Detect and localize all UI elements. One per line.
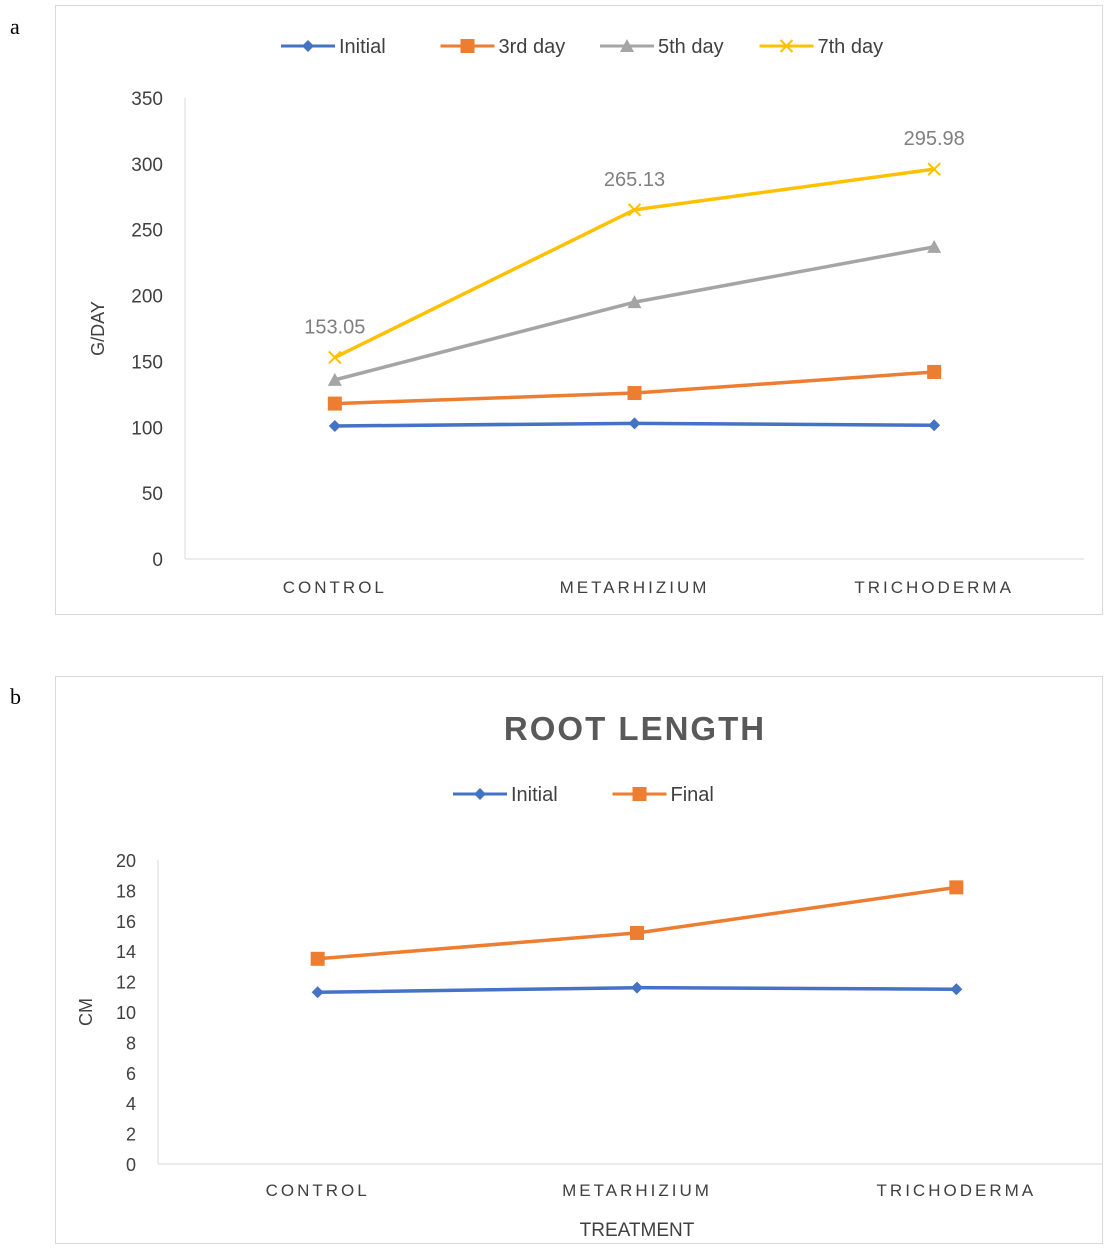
chart-b-legend-item-final: Final <box>612 784 714 806</box>
chart-b-frame: ROOT LENGTH Initial Final 0 2 4 6 8 10 12 14 16 18 20… <box>55 676 1104 1244</box>
chart-b-y-tick-label: 2 <box>126 1125 136 1145</box>
chart-b-series-initial <box>311 981 963 999</box>
chart-a-x-tick-label: METARHIZIUM <box>560 578 710 597</box>
chart-b-legend-label-initial: Initial <box>511 784 558 806</box>
chart-b-x-axis-title: TREATMENT <box>580 1220 695 1241</box>
chart-a-point-7th-day <box>927 162 941 176</box>
chart-a-series-3rd-day <box>327 364 942 411</box>
chart-a-point-initial <box>928 419 941 432</box>
chart-b-y-tick-label: 16 <box>116 912 136 932</box>
panel-b-letter: b <box>10 684 21 709</box>
chart-a-legend-item-initial: Initial <box>281 36 386 58</box>
chart-a-legend-marker-5th-day <box>620 39 634 52</box>
chart-a-point-initial <box>628 417 641 430</box>
chart-b-y-tick-label: 6 <box>126 1064 136 1084</box>
chart-a-legend-item-5th-day: 5th day <box>600 36 724 58</box>
chart-b-y-tick-label: 20 <box>116 851 136 871</box>
chart-a-point-7th-day <box>627 203 642 217</box>
chart-a-y-axis-title: G/DAY <box>88 301 108 356</box>
chart-b-legend: Initial Final <box>453 784 714 806</box>
chart-a-series-initial <box>328 417 941 432</box>
chart-a-legend-label-7th-day: 7th day <box>818 36 884 58</box>
chart-b-x-tick-label: CONTROL <box>266 1181 370 1200</box>
chart-b-point-initial <box>311 986 324 999</box>
chart-a-point-5th-day <box>327 372 342 386</box>
chart-b-y-axis-title: CM <box>76 998 96 1026</box>
chart-a-legend-marker-initial <box>302 40 314 52</box>
chart-a-y-tick-label: 350 <box>131 89 163 110</box>
chart-b-chart-title: ROOT LENGTH <box>504 710 766 747</box>
chart-a-data-label-7th-day: 295.98 <box>904 128 965 150</box>
chart-a-series-5th-day <box>327 239 942 386</box>
chart-a-point-7th-day <box>328 350 342 365</box>
chart-a-legend: Initial 3rd day 5th day 7th day <box>281 36 883 58</box>
chart-b-series-final <box>310 880 964 966</box>
chart-b-x-tick-label: METARHIZIUM <box>562 1181 712 1200</box>
chart-a-y-tick-label: 50 <box>142 484 163 505</box>
chart-b-y-tick-label: 10 <box>116 1003 136 1023</box>
chart-b-y-tick-label: 18 <box>116 881 136 901</box>
chart-b-legend-marker-final <box>632 787 647 801</box>
chart-b-y-tick-label: 14 <box>116 942 136 962</box>
chart-a-frame: Initial 3rd day 5th day 7th day 0 50 100 150 200… <box>55 5 1103 615</box>
chart-a-legend-label-5th-day: 5th day <box>658 36 724 58</box>
chart-a-x-tick-label: CONTROL <box>283 578 387 597</box>
chart-a-point-3rd-day <box>927 364 942 379</box>
chart-b-y-tick-label: 12 <box>116 973 136 993</box>
chart-a-data-label-7th-day: 265.13 <box>604 169 665 191</box>
chart-a-y-tick-label: 300 <box>131 155 163 176</box>
chart-b-point-final <box>310 951 325 966</box>
chart-a-legend-label-3rd-day: 3rd day <box>499 36 566 58</box>
chart-b-legend-item-initial: Initial <box>453 784 558 806</box>
chart-a-y-tick-label: 150 <box>131 352 163 373</box>
chart-a-y-tick-label: 0 <box>152 550 163 571</box>
chart-a-point-initial <box>328 419 341 432</box>
chart-b-line-final <box>317 885 957 961</box>
chart-a-y-tick-label: 250 <box>131 221 163 242</box>
chart-a-point-3rd-day <box>327 396 342 411</box>
chart-a-data-label-7th-day: 153.05 <box>304 316 365 338</box>
chart-b-y-tick-label: 0 <box>126 1155 136 1175</box>
chart-b-point-final <box>630 925 644 940</box>
chart-a-legend-item-7th-day: 7th day <box>759 36 884 58</box>
chart-b-legend-label-final: Final <box>671 784 714 806</box>
chart-a-series-7th-day: 153.05 265.13 295.98 <box>304 128 965 365</box>
chart-a-x-tick-label: TRICHODERMA <box>854 578 1014 597</box>
chart-b-legend-marker-initial <box>474 788 486 800</box>
chart-a-y-tick-label: 100 <box>131 418 163 439</box>
chart-a-y-tick-label: 200 <box>131 287 163 308</box>
chart-a-legend-item-3rd-day: 3rd day <box>440 36 566 58</box>
chart-a-point-5th-day <box>927 239 942 253</box>
chart-b-y-tick-label: 8 <box>126 1033 136 1053</box>
chart-b-point-initial <box>950 983 963 996</box>
chart-a: Initial 3rd day 5th day 7th day 0 50 100 150 200… <box>88 36 1084 597</box>
chart-a-point-3rd-day <box>627 386 642 401</box>
chart-a-legend-marker-7th-day <box>779 39 794 53</box>
chart-b-point-final <box>949 880 964 895</box>
chart-a-point-5th-day <box>627 295 642 309</box>
panel-a-letter: a <box>10 14 20 39</box>
chart-b-x-tick-label: TRICHODERMA <box>877 1181 1037 1200</box>
chart-a-legend-marker-3rd-day <box>460 39 475 53</box>
chart-b-point-initial <box>631 981 643 994</box>
chart-b-y-tick-label: 4 <box>126 1094 136 1114</box>
chart-a-legend-label-initial: Initial <box>339 36 386 58</box>
chart-b: ROOT LENGTH Initial Final 0 2 4 6 8 10 12 14 16 18 20… <box>76 710 1104 1241</box>
